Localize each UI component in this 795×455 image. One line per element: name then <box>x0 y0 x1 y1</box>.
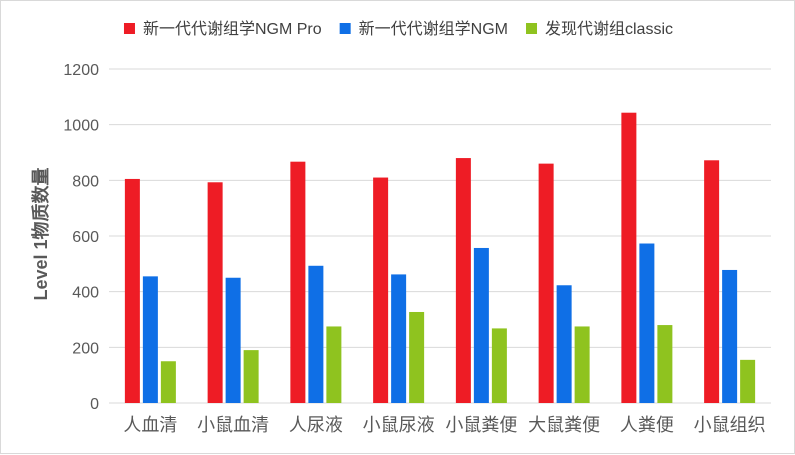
x-tick-label: 人尿液 <box>289 415 343 435</box>
bar-series2-5 <box>473 247 489 403</box>
legend: 新一代代谢组学NGM Pro 新一代代谢组学NGM 发现代谢组classic <box>123 20 673 38</box>
bar-series1-3 <box>290 161 306 403</box>
bar-series3-2 <box>243 350 259 403</box>
bar-series1-5 <box>455 158 471 403</box>
legend-swatch-2 <box>339 23 351 34</box>
x-tick-label: 小鼠尿液 <box>363 415 435 435</box>
bar-series1-4 <box>373 177 389 403</box>
y-tick-label: 400 <box>72 285 99 302</box>
x-tick-label: 大鼠粪便 <box>528 415 600 435</box>
bar-series2-7 <box>639 243 655 403</box>
bar-series2-1 <box>142 276 158 403</box>
y-tick-label: 600 <box>72 229 99 246</box>
x-tick-labels: 人血清 小鼠血清 人尿液 小鼠尿液 小鼠粪便 大鼠粪便 人粪便 小鼠组织 <box>123 415 765 435</box>
bar-series3-4 <box>409 311 425 403</box>
y-tick-label: 200 <box>72 340 99 357</box>
x-tick-label: 小鼠粪便 <box>445 415 517 435</box>
bar-series2-2 <box>225 277 241 403</box>
legend-swatch-3 <box>526 23 538 34</box>
y-tick-label: 0 <box>90 396 99 413</box>
bar-series3-3 <box>326 326 342 403</box>
bar-series1-1 <box>124 178 140 403</box>
bars <box>124 112 756 403</box>
bar-series2-3 <box>308 265 324 403</box>
y-tick-labels: 0 200 400 600 800 1000 1200 <box>63 62 99 413</box>
bar-series1-8 <box>704 160 720 403</box>
legend-label-3: 发现代谢组classic <box>545 20 673 38</box>
x-tick-label: 人血清 <box>123 415 177 435</box>
bar-series2-8 <box>722 269 738 403</box>
bar-series1-6 <box>538 163 554 403</box>
y-tick-label: 800 <box>72 173 99 190</box>
bar-series3-7 <box>657 325 673 403</box>
y-tick-label: 1000 <box>63 118 99 135</box>
bar-series3-1 <box>160 361 176 403</box>
legend-swatch-1 <box>123 23 135 34</box>
bar-series2-4 <box>391 274 407 403</box>
bar-series3-8 <box>740 359 756 403</box>
x-tick-label: 人粪便 <box>620 415 674 435</box>
bar-series2-6 <box>556 285 572 403</box>
bar-series1-2 <box>207 182 223 403</box>
legend-label-1: 新一代代谢组学NGM Pro <box>143 20 322 38</box>
legend-label-2: 新一代代谢组学NGM <box>359 20 508 38</box>
x-tick-label: 小鼠血清 <box>197 415 269 435</box>
bar-series3-5 <box>491 328 507 403</box>
bar-series1-7 <box>621 112 637 403</box>
bar-series3-6 <box>574 326 590 403</box>
y-axis-title: Level 1物质数量 <box>30 167 51 300</box>
x-tick-label: 小鼠组织 <box>694 415 766 435</box>
y-tick-label: 1200 <box>63 62 99 79</box>
